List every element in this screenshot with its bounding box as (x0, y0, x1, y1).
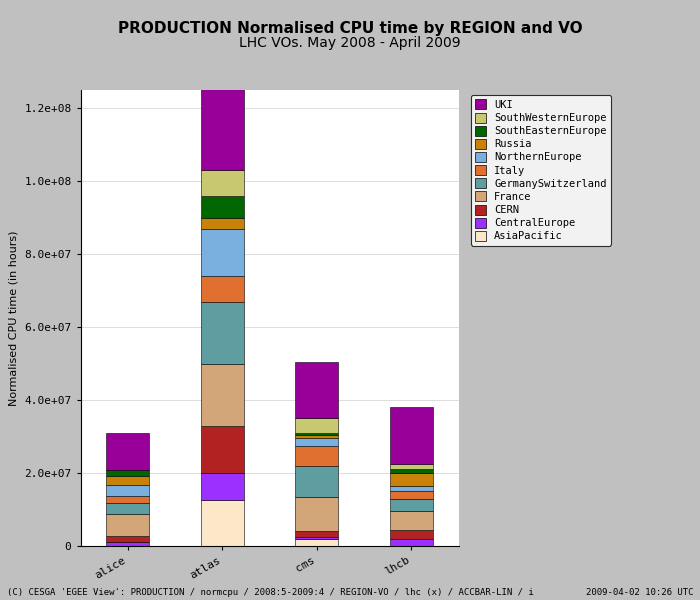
Y-axis label: Normalised CPU time (in hours): Normalised CPU time (in hours) (8, 230, 19, 406)
Text: PRODUCTION Normalised CPU time by REGION and VO: PRODUCTION Normalised CPU time by REGION… (118, 21, 582, 36)
Bar (201, 170, 244, 196)
Bar (390, 464, 433, 469)
Bar (390, 530, 433, 539)
Bar (201, 229, 244, 276)
Bar (106, 536, 149, 542)
Bar (106, 433, 149, 470)
Bar (295, 497, 338, 532)
Bar (201, 276, 244, 302)
Bar (390, 539, 433, 546)
Text: 2009-04-02 10:26 UTC: 2009-04-02 10:26 UTC (585, 588, 693, 597)
Bar (390, 499, 433, 511)
Bar (390, 511, 433, 530)
Bar (201, 61, 244, 170)
Bar (106, 542, 149, 546)
Bar (201, 196, 244, 218)
Bar (390, 486, 433, 491)
Text: (C) CESGA 'EGEE View': PRODUCTION / normcpu / 2008:5-2009:4 / REGION-VO / lhc (x: (C) CESGA 'EGEE View': PRODUCTION / norm… (7, 588, 533, 597)
Bar (106, 470, 149, 476)
Bar (390, 491, 433, 499)
Bar (106, 503, 149, 514)
Bar (106, 485, 149, 496)
Bar (295, 418, 338, 433)
Bar (201, 364, 244, 425)
Bar (390, 407, 433, 464)
Bar (295, 539, 338, 546)
Legend: UKI, SouthWesternEurope, SouthEasternEurope, Russia, NorthernEurope, Italy, Germ: UKI, SouthWesternEurope, SouthEasternEur… (471, 95, 611, 245)
Bar (295, 446, 338, 466)
Bar (295, 439, 338, 446)
Bar (106, 514, 149, 536)
Text: LHC VOs. May 2008 - April 2009: LHC VOs. May 2008 - April 2009 (239, 36, 461, 50)
Bar (106, 476, 149, 485)
Bar (106, 496, 149, 503)
Bar (295, 532, 338, 537)
Bar (201, 218, 244, 229)
Bar (295, 435, 338, 439)
Bar (295, 537, 338, 539)
Bar (295, 362, 338, 418)
Bar (295, 433, 338, 435)
Bar (201, 425, 244, 473)
Bar (295, 466, 338, 497)
Bar (390, 469, 433, 473)
Bar (390, 473, 433, 486)
Bar (201, 473, 244, 500)
Bar (201, 302, 244, 364)
Bar (201, 500, 244, 546)
